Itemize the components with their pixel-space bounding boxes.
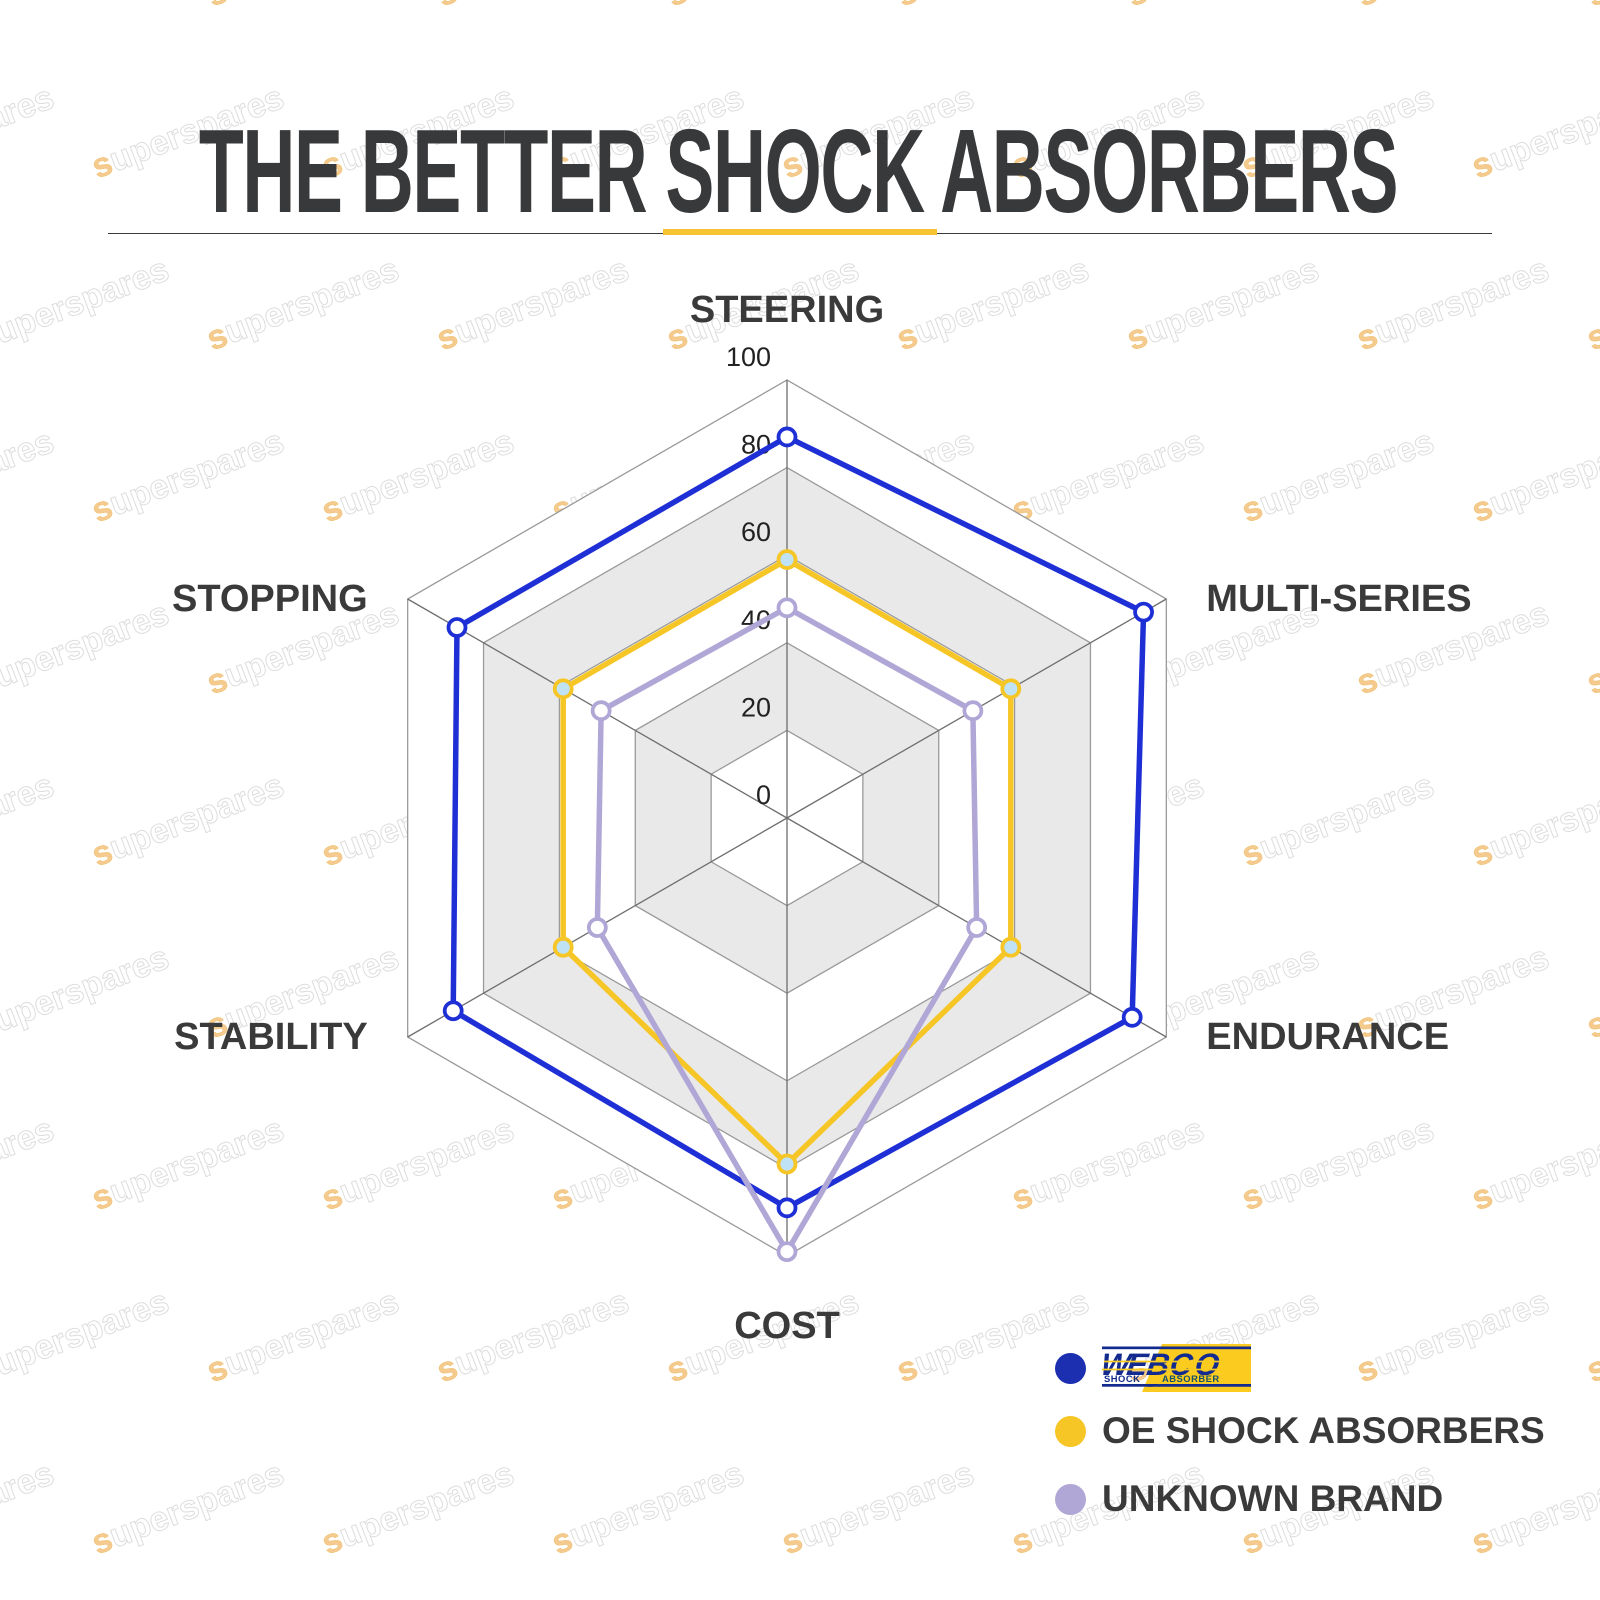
svg-text:STEERING: STEERING [690, 289, 884, 331]
svg-text:ABSORBER: ABSORBER [1162, 1373, 1220, 1384]
svg-text:60: 60 [741, 517, 771, 547]
svg-text:STABILITY: STABILITY [174, 1016, 368, 1058]
svg-text:0: 0 [756, 780, 771, 810]
svg-text:ENDURANCE: ENDURANCE [1206, 1016, 1449, 1058]
svg-text:SHOCK: SHOCK [1104, 1373, 1140, 1384]
svg-text:100: 100 [726, 342, 771, 372]
svg-text:MULTI-SERIES: MULTI-SERIES [1206, 578, 1471, 620]
svg-text:STOPPING: STOPPING [172, 578, 368, 620]
svg-text:20: 20 [741, 692, 771, 722]
svg-text:COST: COST [734, 1305, 840, 1347]
